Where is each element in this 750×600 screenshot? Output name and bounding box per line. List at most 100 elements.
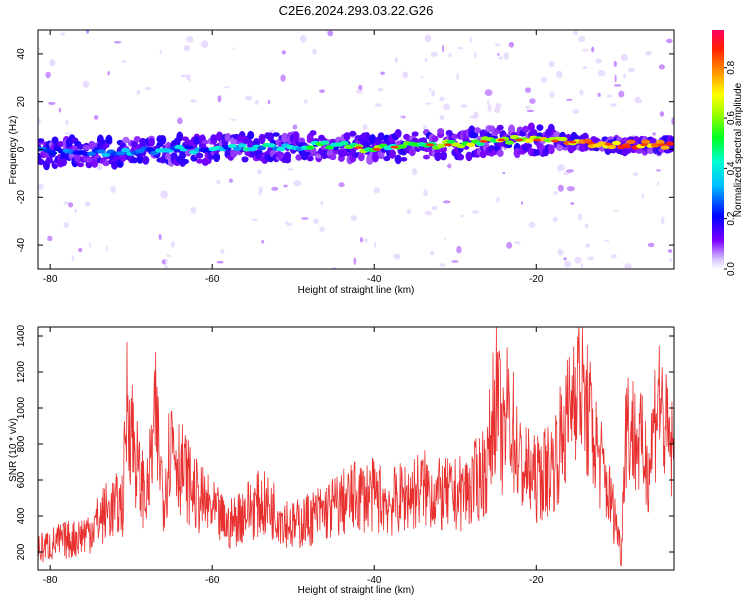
- spectrogram-band-cell: [533, 149, 541, 156]
- spectrogram-speckle: [375, 103, 383, 108]
- spectrogram-peak-cell: [622, 143, 631, 147]
- spectrogram-speckle: [443, 238, 447, 241]
- spectrogram-speckle: [327, 30, 334, 37]
- spectrogram-band-cell: [196, 158, 204, 164]
- spectrogram-speckle: [220, 249, 225, 254]
- spectrogram-ridge-cell: [305, 145, 315, 150]
- spectrogram-speckle: [566, 169, 574, 173]
- spectrogram-speckle: [299, 34, 307, 43]
- spectrogram-band-cell: [303, 150, 311, 156]
- spectrogram-speckle: [85, 30, 90, 34]
- spectrogram-band-cell: [451, 133, 459, 140]
- spectrogram-band-cell: [181, 158, 189, 165]
- spectrogram-speckle: [613, 60, 617, 68]
- spectrogram-speckle: [424, 57, 428, 63]
- spectrogram-peak-cell: [515, 138, 524, 142]
- spectrogram-speckle: [451, 260, 459, 263]
- spectrogram-speckle: [552, 217, 559, 222]
- spectrogram-x-tick-label: -60: [205, 274, 220, 285]
- spectrogram-speckle: [474, 51, 477, 60]
- spectrogram-speckle: [93, 115, 99, 120]
- colorbar-tick-label: 0.0: [726, 262, 737, 276]
- spectrogram-speckle: [647, 242, 655, 248]
- spectrogram-speckle: [301, 217, 309, 220]
- snr-y-tick-label: 1000: [16, 396, 27, 419]
- spectrogram-band-cell: [292, 131, 300, 142]
- snr-background: [38, 327, 674, 570]
- spectrogram-speckle: [216, 179, 221, 184]
- spectrogram-speckle: [572, 109, 580, 115]
- chart-title: C2E6.2024.293.03.22.G26: [279, 3, 434, 18]
- spectrogram-band-cell: [77, 143, 85, 149]
- spectrogram-y-tick-label: 0: [16, 146, 27, 152]
- spectrogram-speckle: [506, 241, 513, 249]
- spectrogram-band-cell: [88, 140, 96, 150]
- spectrogram-speckle: [487, 99, 490, 106]
- spectrogram-speckle: [144, 86, 152, 91]
- spectrogram-speckle: [671, 117, 674, 125]
- spectrogram-speckle: [526, 109, 535, 113]
- spectrogram-band-cell: [309, 130, 317, 136]
- spectrogram-speckle: [563, 257, 567, 261]
- spectrogram-ridge-cell: [276, 146, 286, 152]
- spectrogram-ridge-cell: [611, 140, 621, 146]
- spectrogram-band-cell: [60, 158, 68, 167]
- spectrogram-speckle: [443, 103, 451, 111]
- spectrogram-band-cell: [394, 154, 402, 165]
- spectrogram-band-cell: [210, 134, 218, 142]
- spectrogram-ridge-cell: [655, 139, 665, 145]
- spectrogram-speckle: [624, 263, 632, 269]
- spectrogram-band-cell: [272, 132, 280, 137]
- spectrogram-band-cell: [635, 148, 643, 154]
- spectrogram-ridge-cell: [398, 144, 408, 149]
- spectrogram-ridge-cell: [232, 146, 242, 151]
- spectrogram-speckle: [666, 38, 673, 44]
- spectrogram-band-cell: [170, 152, 178, 160]
- spectrogram-speckle: [424, 210, 433, 216]
- spectrogram-speckle: [230, 118, 237, 121]
- spectrogram-speckle: [176, 117, 183, 125]
- spectrogram-speckle: [105, 245, 108, 252]
- spectrogram-speckle: [574, 256, 582, 264]
- spectrogram-speckle: [425, 102, 432, 105]
- spectrogram-speckle: [121, 59, 127, 63]
- spectrogram-speckle: [216, 260, 224, 264]
- spectrogram-speckle: [458, 46, 464, 50]
- spectrogram-speckle: [495, 102, 502, 109]
- spectrogram-speckle: [439, 263, 445, 267]
- spectrogram-speckle: [65, 119, 69, 126]
- spectrogram-speckle: [58, 107, 62, 113]
- spectrogram-heat: [38, 30, 674, 269]
- spectrogram-band-cell: [306, 155, 314, 162]
- spectrogram-band-cell: [281, 132, 289, 143]
- spectrogram-speckle: [508, 41, 515, 48]
- spectrogram-speckle: [570, 202, 575, 205]
- colorbar-tick-label: 0.4: [726, 161, 737, 175]
- spectrogram-speckle: [280, 74, 286, 82]
- spectrogram-speckle: [431, 90, 436, 97]
- spectrogram-band-cell: [377, 132, 385, 141]
- spectrogram-band-cell: [159, 137, 167, 144]
- spectrogram-peak-cell: [640, 143, 649, 147]
- spectrogram-band-cell: [457, 153, 465, 161]
- spectrogram-speckle: [579, 89, 584, 96]
- spectrogram-speckle: [597, 70, 606, 77]
- spectrogram-speckle: [658, 64, 665, 70]
- spectrogram-speckle: [502, 172, 506, 175]
- spectrogram-speckle: [364, 238, 368, 243]
- spectrogram-speckle: [319, 89, 326, 93]
- spectrogram-speckle: [313, 218, 320, 225]
- spectrogram-speckle: [524, 87, 532, 94]
- spectrogram-speckle: [268, 129, 276, 133]
- spectrogram-speckle: [439, 96, 445, 102]
- spectrogram-band-cell: [267, 132, 275, 142]
- spectrogram-speckle: [460, 104, 468, 108]
- spectrogram-speckle: [286, 222, 293, 226]
- spectrogram-band-cell: [527, 122, 535, 132]
- spectrogram-speckle: [641, 192, 644, 199]
- spectrogram-speckle: [618, 90, 625, 98]
- spectrogram-speckle: [377, 87, 383, 92]
- spectrogram-speckle: [556, 70, 563, 79]
- spectrogram-band-cell: [508, 124, 516, 135]
- spectrogram-peak-cell: [586, 141, 595, 145]
